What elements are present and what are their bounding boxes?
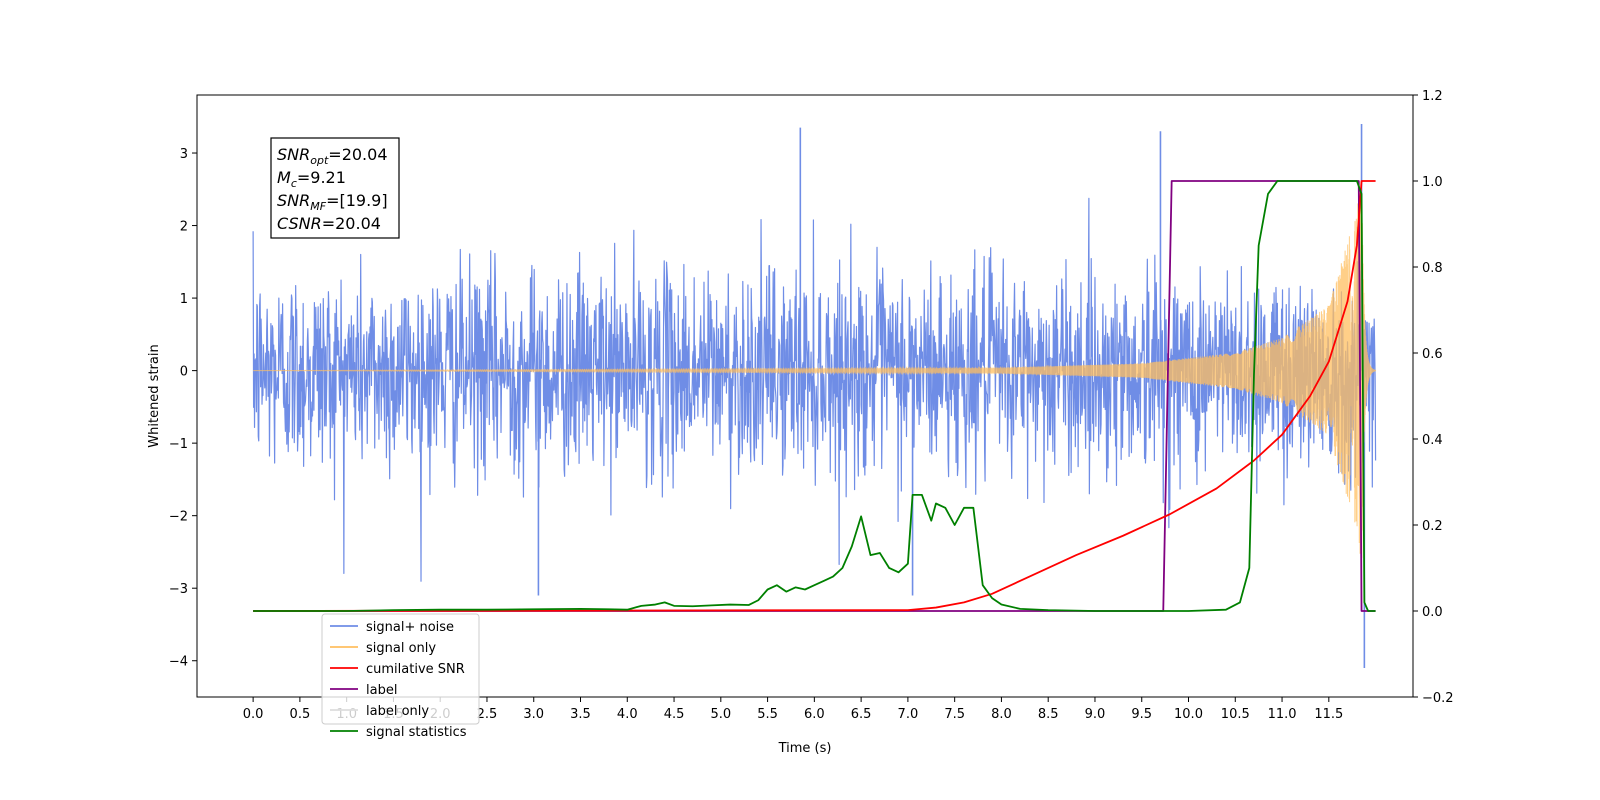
- y-right-tick-label: 0.6: [1422, 347, 1443, 362]
- signal-plus-noise-line: [252, 197, 1377, 582]
- legend-label: signal only: [366, 641, 436, 656]
- y-right-tick-label: 1.0: [1422, 175, 1443, 190]
- series-layer: [252, 124, 1377, 668]
- x-tick-label: 6.5: [851, 707, 872, 722]
- y-right-tick-label: 0.8: [1422, 261, 1443, 276]
- x-tick-label: 2.5: [477, 707, 498, 722]
- y-left-tick-label: 1: [180, 292, 188, 307]
- y-left-tick-label: −3: [169, 582, 188, 597]
- legend-frame: [321, 613, 480, 725]
- y-left-tick-label: −2: [169, 510, 188, 525]
- x-tick-label: 10.0: [1174, 707, 1203, 722]
- y-axis-label: Whitened strain: [147, 344, 162, 447]
- x-tick-label: 5.5: [757, 707, 778, 722]
- x-tick-label: 9.0: [1085, 707, 1106, 722]
- legend-label: signal+ noise: [366, 620, 454, 635]
- plot-frame: [196, 94, 1414, 698]
- legend-label: cumilative SNR: [366, 662, 465, 677]
- y-left-tick-label: −1: [169, 437, 188, 452]
- series-signal-only: [253, 191, 1377, 571]
- legend-item: cumilative SNR: [330, 662, 465, 677]
- signal-statistics-line: [253, 180, 1376, 612]
- x-tick-label: 4.0: [617, 707, 638, 722]
- annotation-line: CSNR=20.04: [277, 214, 381, 233]
- legend: signal+ noise signal only cumilative SNR la…: [321, 613, 480, 740]
- signal-only-line: [253, 191, 1377, 571]
- x-tick-label: 7.0: [898, 707, 919, 722]
- y-axis-right: 1.2 1.0 0.8 0.6 0.4 0.2 0.0 −0.2: [1413, 89, 1454, 706]
- annotation-line: SNRMF=[19.9]: [277, 191, 388, 213]
- x-tick-label: 7.5: [944, 707, 965, 722]
- annotation-frame: [270, 137, 400, 239]
- y-right-tick-label: 0.2: [1422, 519, 1443, 534]
- y-right-tick-label: −0.2: [1422, 691, 1454, 706]
- legend-item: signal+ noise: [330, 620, 454, 635]
- x-tick-label: 3.5: [570, 707, 591, 722]
- x-tick-label: 9.5: [1131, 707, 1152, 722]
- legend-item: signal only: [330, 641, 436, 656]
- y-left-tick-label: 0: [180, 365, 188, 380]
- x-tick-label: 5.0: [710, 707, 731, 722]
- y-left-tick-label: 3: [180, 147, 188, 162]
- y-left-tick-label: −4: [169, 655, 188, 670]
- x-tick-label: 6.0: [804, 707, 825, 722]
- x-tick-label: 0.5: [290, 707, 311, 722]
- y-axis-left: 3 2 1 0 −1 −2 −3 −4: [169, 147, 197, 670]
- legend-label: label: [366, 683, 397, 698]
- legend-item: signal statistics: [330, 725, 467, 740]
- y-left-tick-label: 2: [180, 220, 188, 235]
- legend-label: label only: [366, 704, 429, 719]
- x-tick-label: 8.5: [1038, 707, 1059, 722]
- x-tick-label: 11.0: [1268, 707, 1297, 722]
- x-tick-label: 0.0: [243, 707, 264, 722]
- y-right-tick-label: 0.4: [1422, 433, 1443, 448]
- x-tick-label: 8.0: [991, 707, 1012, 722]
- annotation-box: SNRopt=20.04Mc=9.21SNRMF=[19.9]CSNR=20.0…: [270, 137, 400, 239]
- x-axis-label: Time (s): [778, 741, 832, 756]
- x-tick-label: 11.5: [1314, 707, 1343, 722]
- legend-item: label: [330, 683, 397, 698]
- annotation-line: SNRopt=20.04: [277, 145, 388, 167]
- y-right-tick-label: 1.2: [1422, 89, 1443, 104]
- x-tick-label: 3.0: [523, 707, 544, 722]
- annotation-line: Mc=9.21: [277, 168, 346, 190]
- x-tick-label: 10.5: [1221, 707, 1250, 722]
- y-right-tick-label: 0.0: [1422, 605, 1443, 620]
- cumulative-snr-line: [253, 180, 1376, 612]
- x-tick-label: 4.5: [664, 707, 685, 722]
- legend-label: signal statistics: [366, 725, 467, 740]
- legend-item: label only: [330, 704, 429, 719]
